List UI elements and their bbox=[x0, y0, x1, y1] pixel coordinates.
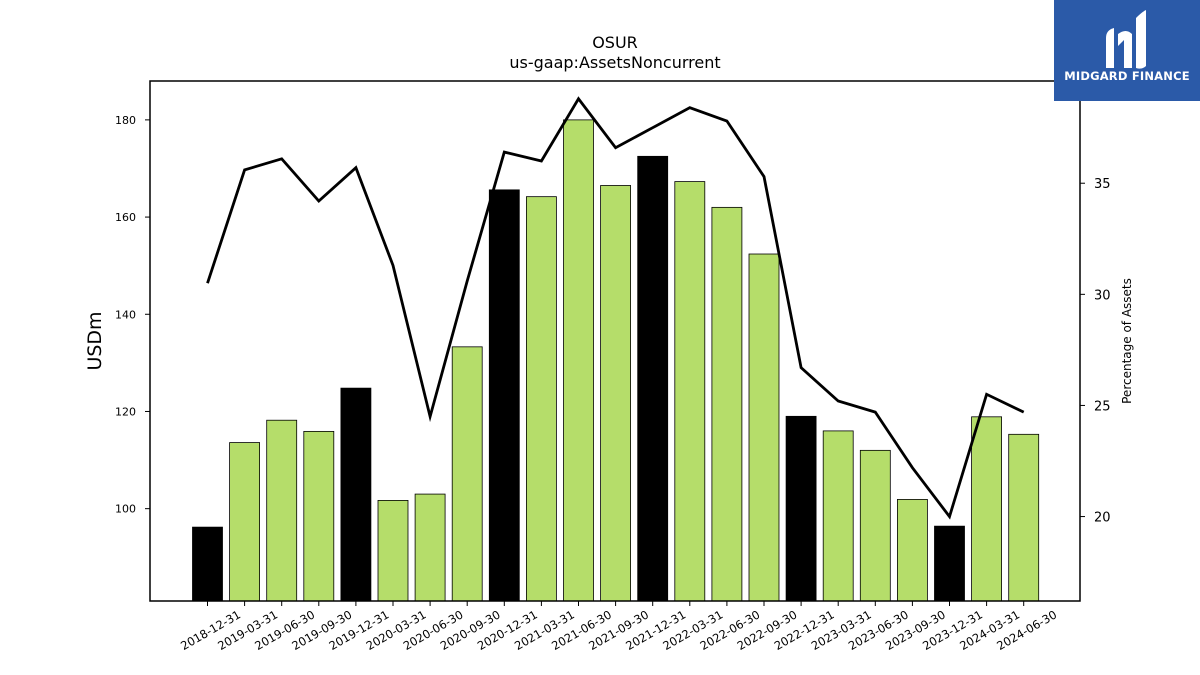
bar-2021-09-30 bbox=[600, 185, 631, 602]
bar-2020-09-30 bbox=[451, 346, 483, 602]
x-axis: 2018-12-312019-03-312019-06-302019-09-30… bbox=[178, 601, 1059, 653]
bar-2019-06-30 bbox=[266, 419, 298, 602]
bar-2023-03-31 bbox=[822, 430, 854, 602]
bar-series bbox=[192, 119, 1040, 602]
bar-2022-06-30 bbox=[711, 206, 743, 602]
bar-2020-06-30 bbox=[414, 493, 446, 602]
bar-2023-09-30 bbox=[897, 499, 928, 602]
percentage-line bbox=[206, 96, 1025, 520]
bar-2021-06-30 bbox=[563, 119, 594, 602]
bar-2018-12-31 bbox=[192, 526, 223, 602]
y-tick-label: 140 bbox=[115, 308, 136, 321]
y-tick-label: 120 bbox=[115, 405, 136, 418]
bar-2022-09-30 bbox=[748, 253, 780, 602]
bar-2023-12-31 bbox=[934, 525, 965, 602]
logo-mark-icon bbox=[1106, 10, 1146, 69]
bar-2024-03-31 bbox=[971, 416, 1002, 602]
bar-2020-03-31 bbox=[377, 500, 409, 602]
y2-axis-label: Percentage of Assets bbox=[1120, 278, 1134, 404]
bar-2023-06-30 bbox=[859, 449, 891, 602]
y2-tick-label: 20 bbox=[1094, 511, 1111, 526]
y2-tick-label: 35 bbox=[1094, 177, 1111, 192]
y-tick-label: 180 bbox=[115, 114, 136, 127]
bar-2020-12-31 bbox=[488, 189, 520, 602]
chart-subtitle: us-gaap:AssetsNoncurrent bbox=[509, 53, 720, 72]
bar-2022-03-31 bbox=[674, 181, 706, 602]
y-tick-label: 100 bbox=[115, 503, 136, 516]
bar-2019-12-31 bbox=[340, 387, 372, 602]
y-tick-label: 160 bbox=[115, 211, 136, 224]
bar-2022-12-31 bbox=[785, 415, 817, 602]
bar-2019-03-31 bbox=[229, 442, 261, 602]
y2-tick-label: 30 bbox=[1094, 288, 1111, 303]
y2-tick-label: 25 bbox=[1094, 399, 1111, 414]
bar-2019-09-30 bbox=[303, 430, 335, 602]
y-axis-right: 20 25 30 35 bbox=[1080, 177, 1111, 526]
bar-2024-06-30 bbox=[1008, 433, 1040, 602]
bar-2021-12-31 bbox=[637, 155, 669, 602]
y-axis-label: USDm bbox=[84, 311, 106, 370]
logo-text: MIDGARD FINANCE bbox=[1064, 69, 1190, 83]
chart-title: OSUR bbox=[592, 33, 638, 52]
bar-2021-03-31 bbox=[526, 196, 557, 602]
plot-frame bbox=[149, 80, 1081, 602]
midgard-finance-logo: MIDGARD FINANCE bbox=[1054, 0, 1200, 101]
line-series bbox=[206, 96, 1025, 520]
y-axis-left: 100 120 140 160 180 bbox=[115, 114, 150, 516]
